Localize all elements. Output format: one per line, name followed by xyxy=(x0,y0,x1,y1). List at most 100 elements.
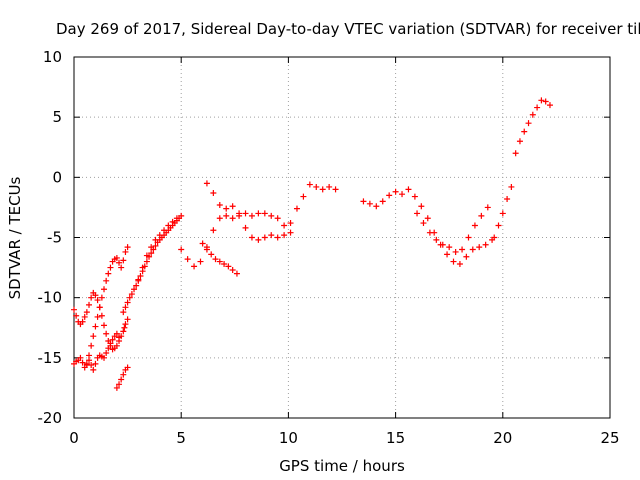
data-point xyxy=(107,264,114,271)
data-point xyxy=(542,98,549,105)
data-point xyxy=(139,264,146,271)
data-point xyxy=(268,232,275,239)
data-point xyxy=(392,188,399,195)
data-point xyxy=(261,234,268,241)
data-point xyxy=(124,316,131,323)
data-series xyxy=(113,364,131,391)
y-tick-label: -5 xyxy=(47,229,62,247)
data-points xyxy=(71,97,553,391)
data-series xyxy=(71,330,123,373)
data-point xyxy=(319,186,326,193)
data-point xyxy=(255,236,262,243)
data-point xyxy=(463,253,470,260)
data-point xyxy=(216,258,223,265)
data-point xyxy=(71,306,77,313)
data-point xyxy=(446,244,453,251)
data-point xyxy=(156,232,163,239)
data-point xyxy=(281,232,288,239)
data-point xyxy=(212,256,219,263)
chart-title: Day 269 of 2017, Sidereal Day-to-day VTE… xyxy=(56,20,640,38)
data-point xyxy=(452,248,459,255)
data-point xyxy=(120,257,127,264)
data-point xyxy=(366,200,373,207)
data-point xyxy=(360,198,367,205)
data-point xyxy=(420,220,427,227)
data-point xyxy=(525,120,532,127)
data-point xyxy=(88,362,95,369)
data-point xyxy=(495,222,502,229)
data-point xyxy=(165,222,172,229)
data-point xyxy=(173,215,180,222)
data-point xyxy=(242,210,249,217)
data-point xyxy=(103,277,110,284)
data-point xyxy=(101,322,108,329)
data-point xyxy=(92,360,99,367)
data-point xyxy=(178,212,185,219)
data-point xyxy=(113,254,120,261)
data-point xyxy=(197,258,204,265)
data-point xyxy=(313,183,320,190)
data-point xyxy=(143,252,150,259)
data-point xyxy=(216,202,223,209)
data-point xyxy=(131,286,138,293)
data-point xyxy=(152,242,159,249)
data-point xyxy=(386,192,393,199)
data-point xyxy=(122,321,129,328)
x-tick-label: 25 xyxy=(600,429,619,447)
data-point xyxy=(101,354,108,361)
x-tick-label: 10 xyxy=(279,429,298,447)
data-point xyxy=(484,204,491,211)
data-point xyxy=(161,227,168,234)
data-point xyxy=(534,104,541,111)
data-point xyxy=(109,336,116,343)
data-point xyxy=(439,241,446,248)
data-point xyxy=(450,258,457,265)
data-point xyxy=(332,186,339,193)
data-point xyxy=(471,222,478,229)
data-point xyxy=(92,323,99,330)
data-point xyxy=(79,359,86,366)
data-point xyxy=(101,286,108,293)
data-point xyxy=(94,297,101,304)
data-point xyxy=(516,138,523,145)
x-tick-label: 15 xyxy=(386,429,405,447)
x-tick-label: 5 xyxy=(176,429,186,447)
data-point xyxy=(465,234,472,241)
data-point xyxy=(306,181,313,188)
data-point xyxy=(229,215,236,222)
y-tick-label: 5 xyxy=(52,108,62,126)
data-point xyxy=(92,292,99,299)
data-point xyxy=(184,256,191,263)
data-point xyxy=(414,210,421,217)
y-tick-label: 0 xyxy=(52,168,62,186)
data-point xyxy=(90,333,97,340)
data-point xyxy=(281,222,288,229)
data-point xyxy=(120,371,127,378)
data-series xyxy=(491,97,553,241)
data-point xyxy=(103,330,110,337)
data-point xyxy=(77,354,84,361)
data-point xyxy=(242,224,249,231)
data-point xyxy=(73,312,80,319)
data-point xyxy=(469,246,476,253)
data-point xyxy=(105,345,112,352)
data-point xyxy=(287,229,294,236)
data-point xyxy=(287,220,294,227)
data-point xyxy=(229,203,236,210)
y-axis-label: SDTVAR / TECUs xyxy=(6,176,24,299)
y-axis-ticks: -20 -15 -10 -5 0 5 10 xyxy=(38,48,610,427)
data-point xyxy=(191,263,198,270)
data-series xyxy=(414,204,491,255)
data-point xyxy=(521,128,528,135)
data-point xyxy=(96,304,103,311)
data-point xyxy=(203,246,210,253)
data-point xyxy=(148,250,155,257)
data-point xyxy=(79,318,86,325)
data-point xyxy=(210,189,217,196)
data-point xyxy=(120,309,127,316)
y-tick-label: -20 xyxy=(38,409,63,427)
data-point xyxy=(133,282,140,289)
data-point xyxy=(90,366,97,373)
data-point xyxy=(120,328,127,335)
